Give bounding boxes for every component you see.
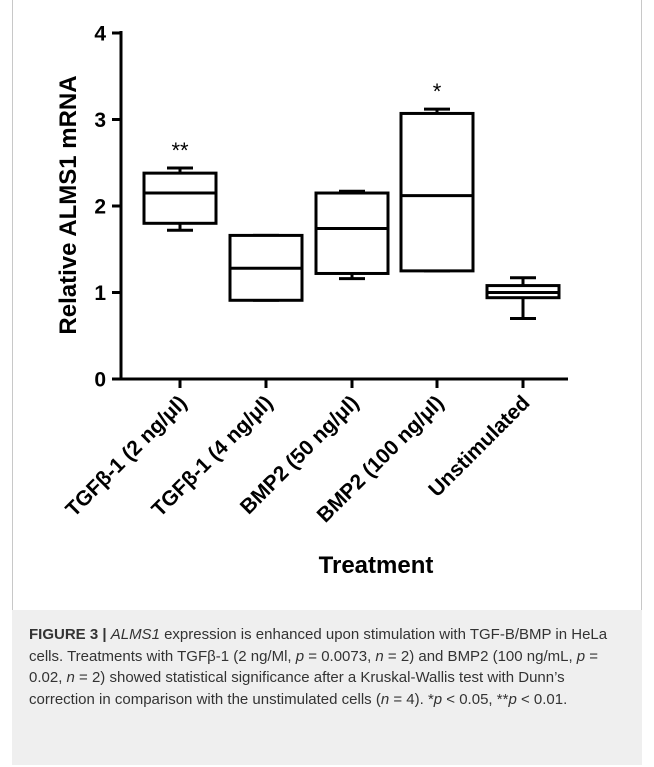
box-3 xyxy=(314,189,390,281)
box-4: * xyxy=(399,79,475,273)
caption-gene: ALMS1 xyxy=(110,626,160,643)
box-5 xyxy=(485,276,561,320)
caption-part: < 0.01. xyxy=(516,690,568,708)
box-2 xyxy=(228,233,304,302)
caption-part: expression is enhanced upon stimulation … xyxy=(29,626,608,665)
iqr-box xyxy=(314,191,390,275)
y-axis-title: Relative ALMS1 mRNA xyxy=(55,75,82,334)
caption-part: = 2) and BMP2 (100 ng/mL, xyxy=(383,647,577,665)
caption-n: n xyxy=(375,647,384,665)
caption-part: < 0.05, ** xyxy=(442,690,509,708)
caption-label: FIGURE 3 | xyxy=(29,626,107,643)
caption-p: p xyxy=(576,647,586,665)
caption-p: p xyxy=(295,647,305,665)
boxes: *** xyxy=(142,79,561,320)
y-tick-label: 4 xyxy=(94,23,106,46)
category-labels: TGFβ-1 (2 ng/μl)TGFβ-1 (4 ng/μl)BMP2 (50… xyxy=(61,391,534,527)
caption-n: n xyxy=(66,669,75,686)
significance-mark: ** xyxy=(171,138,189,163)
caption-part: = 0.0073, xyxy=(304,647,376,665)
caption-part: = 2) showed statistical significance aft… xyxy=(29,669,565,708)
figure-caption: FIGURE 3 | ALMS1 expression is enhanced … xyxy=(12,610,642,765)
caption-p: p xyxy=(508,690,517,708)
y-tick-label: 1 xyxy=(94,282,106,305)
caption-text: FIGURE 3 | ALMS1 expression is enhanced … xyxy=(29,624,628,710)
caption-part: = 0.02, xyxy=(29,647,599,687)
x-axis-title: Treatment xyxy=(319,552,434,579)
y-tick-label: 2 xyxy=(94,196,106,219)
iqr-box xyxy=(142,171,218,225)
caption-n: n xyxy=(380,690,390,708)
y-tick-label: 3 xyxy=(94,109,106,132)
y-tick-label: 0 xyxy=(94,369,106,392)
significance-mark: * xyxy=(433,79,442,104)
box-1: ** xyxy=(142,138,218,232)
caption-p: p xyxy=(433,690,443,708)
iqr-box xyxy=(399,111,475,273)
y-ticks: 0 1 2 3 4 xyxy=(94,23,525,392)
caption-part: = 4). * xyxy=(389,690,434,708)
